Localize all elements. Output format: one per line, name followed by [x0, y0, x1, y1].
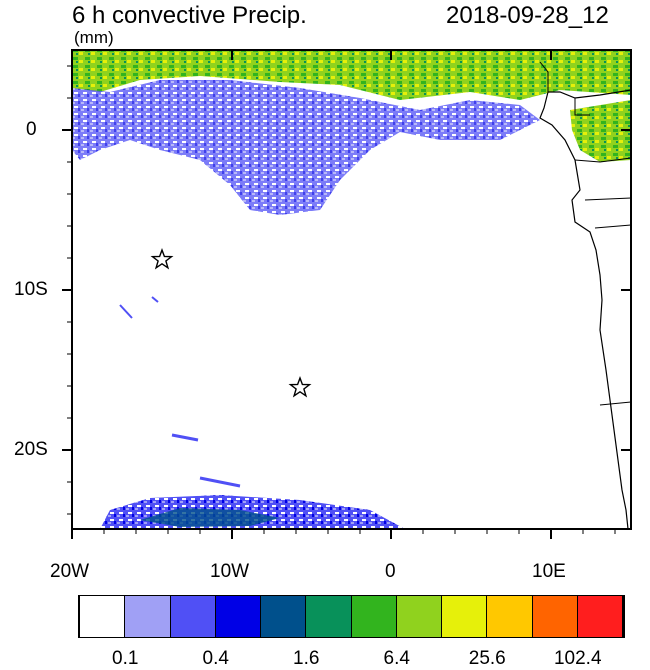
border-5 — [599, 401, 631, 406]
border-3 — [584, 197, 631, 201]
colorbar-cell — [80, 596, 126, 637]
minor-ticks — [67, 65, 616, 534]
page-title: 6 h convective Precip. — [72, 2, 307, 29]
itcz-band — [72, 50, 631, 100]
rain-core-south — [140, 508, 280, 527]
x-tick-label: 20W — [50, 561, 90, 582]
x-tick-label: 10E — [532, 561, 566, 582]
colorbar-label: 6.4 — [383, 648, 410, 669]
colorbar-cell — [125, 596, 171, 637]
streak-1 — [119, 304, 133, 319]
y-tick-label: 20S — [14, 439, 48, 460]
valid-date: 2018-09-28_12 — [446, 2, 609, 29]
streak-4 — [199, 476, 241, 488]
border-2 — [574, 157, 631, 163]
colorbar-cell — [442, 596, 488, 637]
x-tick-label: 10W — [210, 561, 250, 582]
precip-field — [72, 50, 631, 529]
colorbar-label: 25.6 — [468, 648, 506, 669]
y-tick-label: 0 — [26, 119, 37, 140]
x-tick-label: 0 — [385, 561, 396, 582]
star-icon — [288, 375, 312, 398]
streak-3 — [171, 433, 199, 442]
border-6 — [574, 98, 590, 116]
colorbar-label: 102.4 — [553, 648, 602, 669]
colorbar-label: 0.1 — [112, 648, 139, 669]
star-icon — [150, 247, 174, 270]
colorbar-cell — [532, 596, 578, 637]
colorbar-cell — [396, 596, 442, 637]
border-4 — [594, 224, 631, 229]
y-tick-label: 10S — [14, 279, 48, 300]
colorbar-cell — [351, 596, 397, 637]
colorbar-cell — [577, 596, 623, 637]
colorbar-label: 0.4 — [202, 648, 229, 669]
rain-scatter-north — [72, 80, 540, 215]
colorbar-cell — [215, 596, 261, 637]
colorbar-cell — [170, 596, 216, 637]
colorbar-label: 1.6 — [293, 648, 320, 669]
colorbar-cell — [261, 596, 307, 637]
streak-2 — [151, 296, 159, 303]
colorbar-cell — [487, 596, 533, 637]
colorbar-cell — [306, 596, 352, 637]
units-label: (mm) — [74, 28, 114, 47]
border-1 — [539, 61, 549, 92]
tick-marks — [62, 50, 631, 539]
